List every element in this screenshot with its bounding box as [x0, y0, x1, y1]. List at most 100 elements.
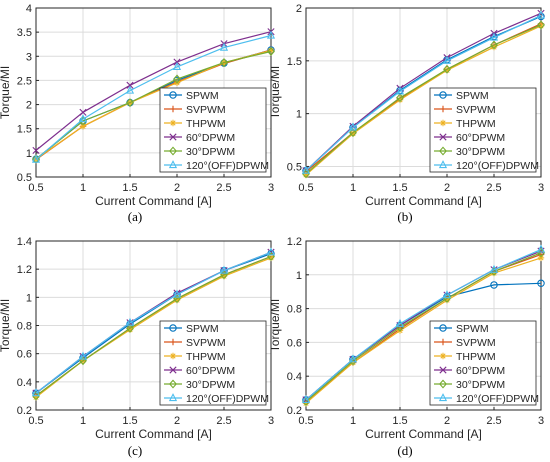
data-point — [490, 269, 498, 277]
y-tick-label: 1.2 — [17, 264, 32, 276]
y-tick-label: 1 — [296, 109, 302, 121]
y-tick-label: 1.5 — [287, 56, 302, 68]
data-point — [489, 32, 499, 41]
axes-frame — [305, 7, 542, 178]
data-point — [172, 289, 182, 298]
x-tick-label: 0.5 — [298, 182, 313, 194]
legend-marker — [169, 338, 177, 346]
series-line — [305, 25, 542, 176]
y-tick-label: 1 — [26, 148, 32, 160]
legend-marker — [169, 119, 177, 127]
legend-box — [429, 320, 537, 406]
y-axis-label: Torque/MI — [0, 66, 12, 119]
data-point — [536, 10, 546, 19]
data-point — [79, 123, 87, 130]
y-tick-label: 0.2 — [17, 405, 32, 417]
data-point — [219, 42, 229, 51]
y-tick-label: 0.4 — [17, 377, 32, 389]
series-diamond — [32, 46, 275, 164]
legend: SPWM SVPWM THPWM 60°DPWM 30°DPWM 120°(OFF)DPW… — [429, 87, 539, 173]
legend-label: SVPWM — [456, 337, 496, 349]
data-point — [395, 318, 405, 327]
legend-label: SPWM — [186, 323, 219, 335]
legend-marker — [439, 352, 447, 360]
legend-marker — [169, 133, 177, 141]
x-tick-label: 1 — [350, 182, 356, 194]
legend: SPWM SVPWM THPWM 60°DPWM 30°DPWM 120°(OFF)DPW… — [159, 320, 269, 406]
legend-marker — [439, 379, 447, 389]
legend-label: THPWM — [456, 118, 496, 130]
y-axis-label: Torque/MI — [268, 66, 282, 119]
chart-panel-a: 0.5 1 1.5 2 2.5 3 0.5 1 1.5 2 2.5 3 3.5 4 Current Comm… — [0, 3, 276, 208]
legend-label: 30°DPWM — [456, 379, 505, 391]
data-point — [173, 74, 181, 84]
series-line — [305, 14, 542, 172]
x-tick-label: 2 — [174, 182, 180, 194]
y-tick-label: 1 — [26, 292, 32, 304]
x-tick-label: 1 — [80, 415, 86, 427]
data-point — [267, 46, 275, 56]
data-point — [489, 264, 499, 273]
series-diamond — [302, 20, 545, 179]
legend-label: THPWM — [456, 351, 496, 363]
y-tick-label: 0.5 — [17, 172, 32, 184]
x-tick-label: 2 — [444, 415, 450, 427]
data-point — [79, 108, 87, 116]
legend-label: THPWM — [186, 351, 226, 363]
data-point — [220, 273, 228, 280]
x-tick-label: 1.5 — [392, 415, 407, 427]
data-point — [266, 30, 276, 39]
data-point — [396, 93, 404, 103]
caption-a: (a) — [128, 209, 142, 224]
x-tick-label: 1.5 — [392, 182, 407, 194]
chart-panel-c: 0.5 1 1.5 2 2.5 3 0.2 0.4 0.6 0.8 1 1.2 1.4 Current C… — [0, 236, 276, 441]
x-tick-label: 1.5 — [122, 415, 137, 427]
y-tick-label: 2 — [296, 3, 302, 15]
y-tick-label: 2.5 — [17, 75, 32, 87]
x-tick-label: 2 — [174, 415, 180, 427]
legend-label: 30°DPWM — [456, 146, 505, 158]
caption-d: (d) — [397, 443, 412, 458]
data-point — [348, 354, 358, 363]
y-tick-label: 2 — [26, 100, 32, 112]
series-line — [305, 24, 542, 175]
y-tick-label: 3 — [26, 51, 32, 63]
data-point — [536, 244, 546, 253]
x-tick-label: 3 — [268, 415, 274, 427]
series-triangle — [31, 30, 276, 163]
legend-marker — [439, 133, 447, 141]
data-point — [125, 317, 135, 326]
y-tick-label: 0.2 — [287, 405, 302, 417]
y-tick-label: 1.5 — [17, 124, 32, 136]
legend-marker — [439, 366, 447, 374]
x-tick-label: 3 — [538, 182, 544, 194]
y-tick-label: 0.6 — [17, 349, 32, 361]
y-tick-label: 4 — [26, 3, 32, 15]
data-point — [301, 165, 311, 174]
series-triangle — [301, 10, 546, 174]
x-tick-label: 2 — [444, 182, 450, 194]
series-star — [302, 22, 545, 179]
legend-marker — [439, 105, 447, 113]
y-axis-label: Torque/MI — [0, 299, 12, 352]
legend-label: SPWM — [186, 90, 219, 102]
data-point — [267, 254, 275, 262]
legend-label: 60°DPWM — [186, 132, 235, 144]
data-point — [302, 171, 310, 179]
data-point — [266, 247, 276, 256]
data-point — [395, 86, 405, 95]
data-point — [537, 20, 545, 30]
legend-label: 120°(OFF)DPWM — [186, 160, 269, 172]
data-point — [490, 40, 498, 50]
data-point — [443, 296, 451, 304]
x-tick-label: 1.5 — [122, 182, 137, 194]
x-tick-label: 2.5 — [216, 415, 231, 427]
legend-marker — [169, 366, 177, 374]
legend-label: 60°DPWM — [456, 365, 505, 377]
data-point — [349, 359, 357, 366]
caption-c: (c) — [128, 443, 142, 458]
legend-label: 120°(OFF)DPWM — [186, 393, 269, 405]
data-point — [126, 326, 134, 333]
data-point — [32, 146, 40, 155]
